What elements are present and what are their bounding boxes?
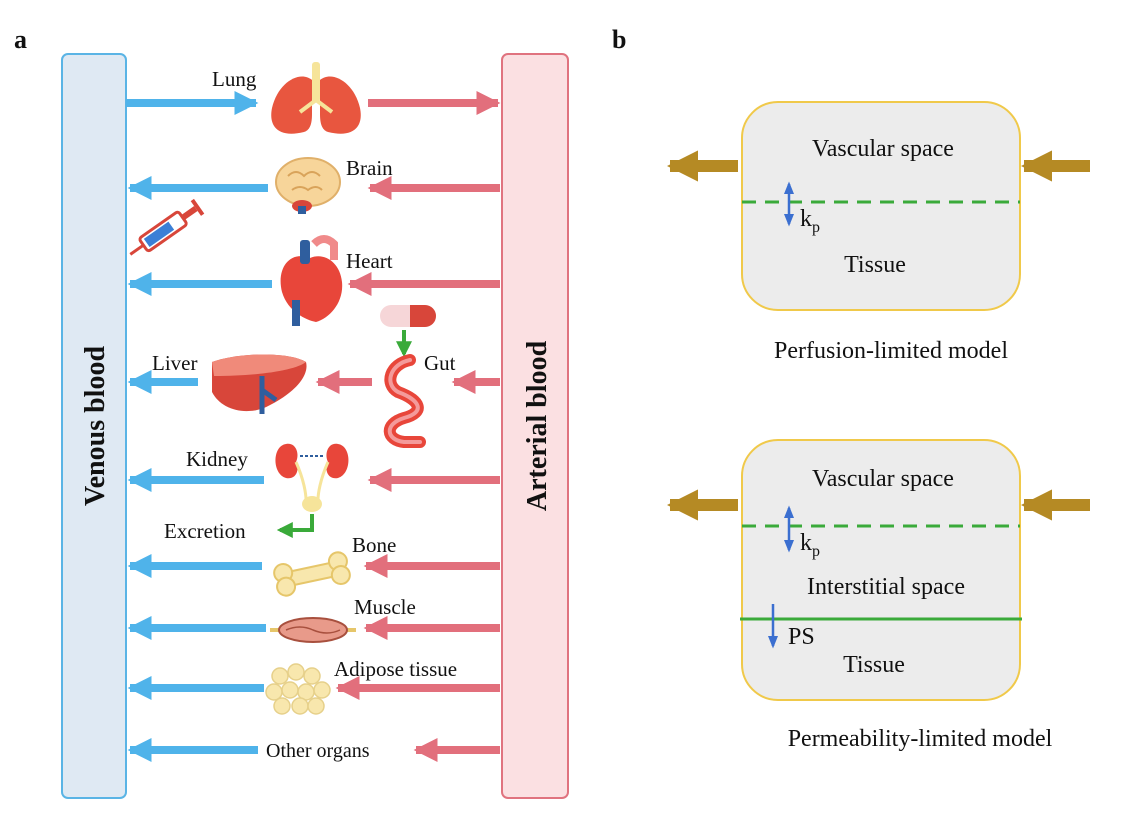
kidney-icon bbox=[275, 443, 349, 512]
adipose-label: Adipose tissue bbox=[334, 657, 457, 681]
bone-icon bbox=[273, 551, 351, 597]
excretion-arrow bbox=[276, 514, 314, 538]
perfusion-kp-label: kp bbox=[800, 206, 820, 236]
permeability-caption: Permeability-limited model bbox=[788, 726, 1053, 752]
permeability-interstitial-label: Interstitial space bbox=[807, 574, 965, 600]
venous-blood-column bbox=[61, 53, 127, 799]
gut-icon bbox=[383, 354, 426, 448]
syringe-icon bbox=[129, 198, 205, 256]
heart-label: Heart bbox=[346, 249, 393, 273]
panel-a-letter: a bbox=[14, 25, 27, 54]
gut-label: Gut bbox=[424, 351, 456, 375]
perfusion-tissue-label: Tissue bbox=[844, 252, 906, 278]
perfusion-caption: Perfusion-limited model bbox=[774, 338, 1008, 364]
panel-b-letter: b bbox=[612, 25, 626, 54]
heart-icon bbox=[280, 235, 343, 326]
perfusion-compartment-box bbox=[741, 101, 1021, 311]
liver-icon bbox=[212, 354, 307, 414]
permeability-kp-label: kp bbox=[800, 530, 820, 560]
kidney-label: Kidney bbox=[186, 447, 248, 471]
brain-icon bbox=[275, 157, 341, 214]
arterial-blood-label: Arterial blood bbox=[522, 340, 553, 511]
permeability-limited-model: Vascular space kp Interstitial space PS … bbox=[666, 439, 1090, 701]
adipose-icon bbox=[265, 663, 331, 715]
brain-label: Brain bbox=[346, 156, 393, 180]
muscle-icon bbox=[270, 617, 356, 643]
bone-label: Bone bbox=[352, 533, 396, 557]
excretion-label: Excretion bbox=[164, 519, 246, 543]
permeability-ps-label: PS bbox=[788, 624, 815, 650]
arterial-blood-column bbox=[501, 53, 569, 799]
perfusion-limited-model: Vascular space kp Tissue bbox=[666, 101, 1090, 311]
perfusion-vascular-label: Vascular space bbox=[812, 136, 954, 162]
permeability-compartment-box bbox=[741, 439, 1021, 701]
liver-label: Liver bbox=[152, 351, 197, 375]
permeability-vascular-label: Vascular space bbox=[812, 466, 954, 492]
permeability-tissue-label: Tissue bbox=[843, 652, 905, 678]
lung-icon bbox=[271, 62, 361, 134]
lung-label: Lung bbox=[212, 67, 257, 91]
venous-blood-label: Venous blood bbox=[80, 346, 111, 506]
pill-icon bbox=[380, 305, 436, 327]
muscle-label: Muscle bbox=[354, 595, 416, 619]
other-organs-label: Other organs bbox=[266, 740, 370, 762]
